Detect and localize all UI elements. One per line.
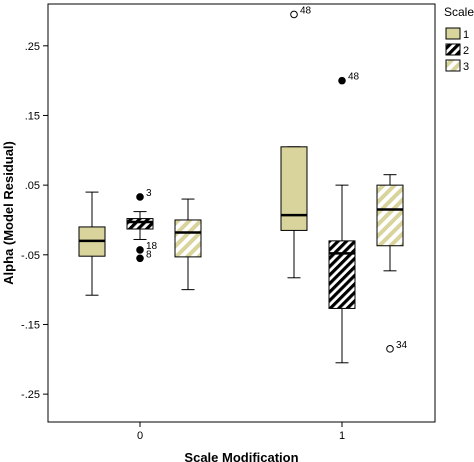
y-axis-title: Alpha (Model Residual) <box>1 141 16 285</box>
outlier-point <box>136 254 144 263</box>
outlier-label: 18 <box>146 241 158 252</box>
box-1-1: 48 <box>280 5 312 279</box>
box-iqr <box>126 218 154 230</box>
legend-label: 1 <box>463 29 469 41</box>
x-tick-label: 0 <box>137 430 143 442</box>
legend-label: 3 <box>463 61 469 73</box>
box-3-1: 34 <box>376 174 408 353</box>
outlier-label: 8 <box>146 249 152 260</box>
outlier-label: 3 <box>146 188 152 199</box>
outlier-point <box>386 345 394 353</box>
legend-title: Scale <box>444 5 474 19</box>
y-tick-label: .05 <box>25 180 40 192</box>
y-axis: .25 .15 .05 -.05 -.15 -.25 <box>21 41 48 401</box>
legend-swatch-2 <box>445 43 461 56</box>
legend-swatch-3 <box>445 59 461 72</box>
x-tick-label: 1 <box>339 430 345 442</box>
outlier-point <box>136 246 144 254</box>
outlier-label: 34 <box>396 340 408 351</box>
legend-label: 2 <box>463 45 469 57</box>
y-tick-label: -.05 <box>21 250 40 262</box>
box-iqr <box>376 184 404 247</box>
box-2-1: 48 <box>328 72 360 364</box>
y-tick-label: .25 <box>25 41 40 53</box>
y-tick-label: -.25 <box>21 389 40 401</box>
box-1-0 <box>78 191 106 296</box>
box-iqr <box>280 146 308 231</box>
y-tick-label: .15 <box>25 110 40 122</box>
outlier-label: 48 <box>300 5 312 16</box>
box-2-0: 3 188 <box>126 188 158 263</box>
outlier-point <box>136 193 144 201</box>
outlier-label: 48 <box>348 72 360 83</box>
legend-swatch-1 <box>445 27 461 40</box>
y-tick-label: -.15 <box>21 319 40 331</box>
outlier-point <box>290 10 298 19</box>
box-3-0 <box>174 198 202 291</box>
box-series: 48 3 188 48 34 <box>78 5 408 364</box>
box-iqr <box>174 219 202 258</box>
x-axis-title: Scale Modification <box>184 450 298 462</box>
plot-area <box>47 3 436 423</box>
legend: Scale 1 2 3 <box>444 5 474 73</box>
outlier-point <box>338 76 346 85</box>
box-iqr <box>328 240 356 309</box>
